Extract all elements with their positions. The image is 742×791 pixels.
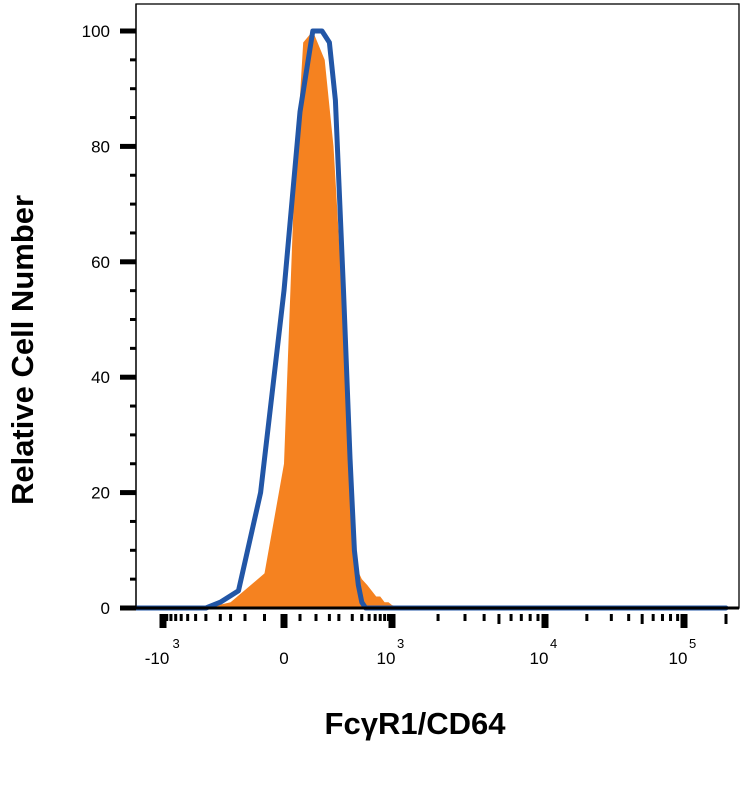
series-filled-histogram — [205, 31, 726, 608]
x-tick-label: -10 — [145, 649, 170, 668]
y-tick-label: 100 — [82, 22, 110, 41]
y-tick-label: 0 — [101, 599, 110, 618]
series-line-histogram — [133, 28, 729, 611]
x-tick-exponent: 3 — [173, 636, 180, 651]
y-tick-label: 20 — [91, 484, 110, 503]
x-tick-label: 10 — [377, 649, 396, 668]
x-tick-label: 0 — [279, 649, 288, 668]
x-tick-exponent: 3 — [397, 636, 404, 651]
plot-area — [135, 3, 740, 609]
plot-frame — [135, 3, 740, 609]
y-axis-title: Relative Cell Number — [5, 195, 40, 505]
x-tick-exponent: 5 — [689, 636, 696, 651]
y-tick-label: 40 — [91, 368, 110, 387]
x-axis-title: FcγR1/CD64 — [325, 706, 507, 741]
y-axis: 0 20 40 60 80 100 — [82, 4, 137, 618]
series-layer — [133, 28, 729, 611]
y-tick-label: 60 — [91, 253, 110, 272]
x-tick-label: 10 — [669, 649, 688, 668]
x-tick-label: 10 — [530, 649, 549, 668]
x-tick-exponent: 4 — [550, 636, 557, 651]
y-tick-label: 80 — [91, 137, 110, 156]
